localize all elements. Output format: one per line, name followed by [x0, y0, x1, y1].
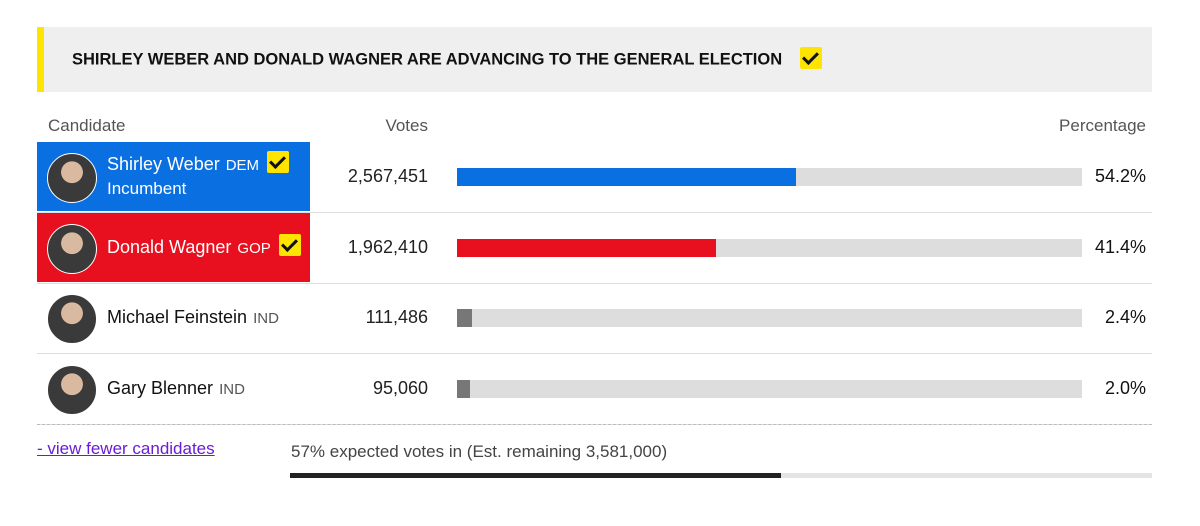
candidate-cell: Gary Blenner IND [37, 354, 310, 423]
candidate-row: Gary Blenner IND 95,060 2.0% [37, 354, 1152, 425]
avatar [47, 364, 97, 415]
candidate-name: Shirley Weber [107, 154, 220, 174]
banner-title: SHIRLEY WEBER AND DONALD WAGNER ARE ADVA… [72, 47, 823, 71]
candidate-name: Michael Feinstein [107, 307, 248, 327]
candidate-name-line: Michael Feinstein IND [107, 307, 279, 328]
banner: SHIRLEY WEBER AND DONALD WAGNER ARE ADVA… [37, 27, 1152, 92]
expected-fill [290, 473, 782, 478]
banner-accent [37, 27, 44, 92]
votes: 2,567,451 [347, 166, 428, 186]
candidate-row: Michael Feinstein IND 111,486 2.4% [37, 283, 1152, 354]
candidate-name-line: Donald Wagner GOP [107, 233, 301, 259]
bar-track [457, 238, 1082, 257]
percentage: 2.0% [1104, 377, 1146, 398]
candidate-cell: Shirley Weber DEM Incumbent [37, 142, 310, 211]
winner-check [278, 233, 301, 256]
candidate-cell: Donald Wagner GOP [37, 212, 310, 282]
candidate-name: Gary Blenner [107, 377, 214, 398]
avatar [47, 153, 97, 203]
candidate-note: Incumbent [107, 179, 187, 198]
view-fewer-link[interactable]: - view fewer candidates [37, 439, 215, 458]
percentage: 41.4% [1094, 236, 1146, 257]
party: DEM [225, 157, 260, 174]
candidate-name: Donald Wagner [107, 236, 232, 257]
bar-track [457, 168, 1082, 186]
footer-divider [37, 424, 1152, 425]
party: IND [253, 310, 279, 327]
candidate-cell: Michael Feinstein IND [37, 283, 310, 352]
expected-track [290, 473, 1152, 478]
percentage: 2.4% [1104, 307, 1146, 327]
bar [457, 238, 716, 257]
votes: 95,060 [372, 377, 428, 398]
header-percentage: Percentage [1059, 116, 1146, 135]
expected-text: 57% expected votes in (Est. remaining 3,… [291, 442, 668, 461]
votes: 1,962,410 [347, 236, 428, 257]
header-candidate: Candidate [48, 116, 126, 135]
bar-track [457, 379, 1082, 398]
avatar [47, 294, 97, 344]
bar [457, 379, 470, 398]
candidate-name-line: Gary Blenner IND [107, 378, 245, 399]
header-votes: Votes [385, 116, 428, 135]
party: GOP [237, 239, 271, 257]
candidate-row: Shirley Weber DEM Incumbent 2,567,451 54.2% [37, 142, 1152, 213]
winner-check [267, 151, 290, 174]
candidate-row: Donald Wagner GOP 1,962,410 41.4% [37, 212, 1152, 284]
candidate-name-line: Shirley Weber DEM [107, 151, 290, 176]
votes: 111,486 [365, 307, 428, 327]
avatar [47, 223, 97, 274]
party: IND [219, 380, 245, 398]
check-icon [800, 47, 823, 69]
bar [457, 309, 472, 327]
percentage: 54.2% [1094, 166, 1146, 186]
bar [457, 168, 796, 186]
bar-track [457, 309, 1082, 327]
